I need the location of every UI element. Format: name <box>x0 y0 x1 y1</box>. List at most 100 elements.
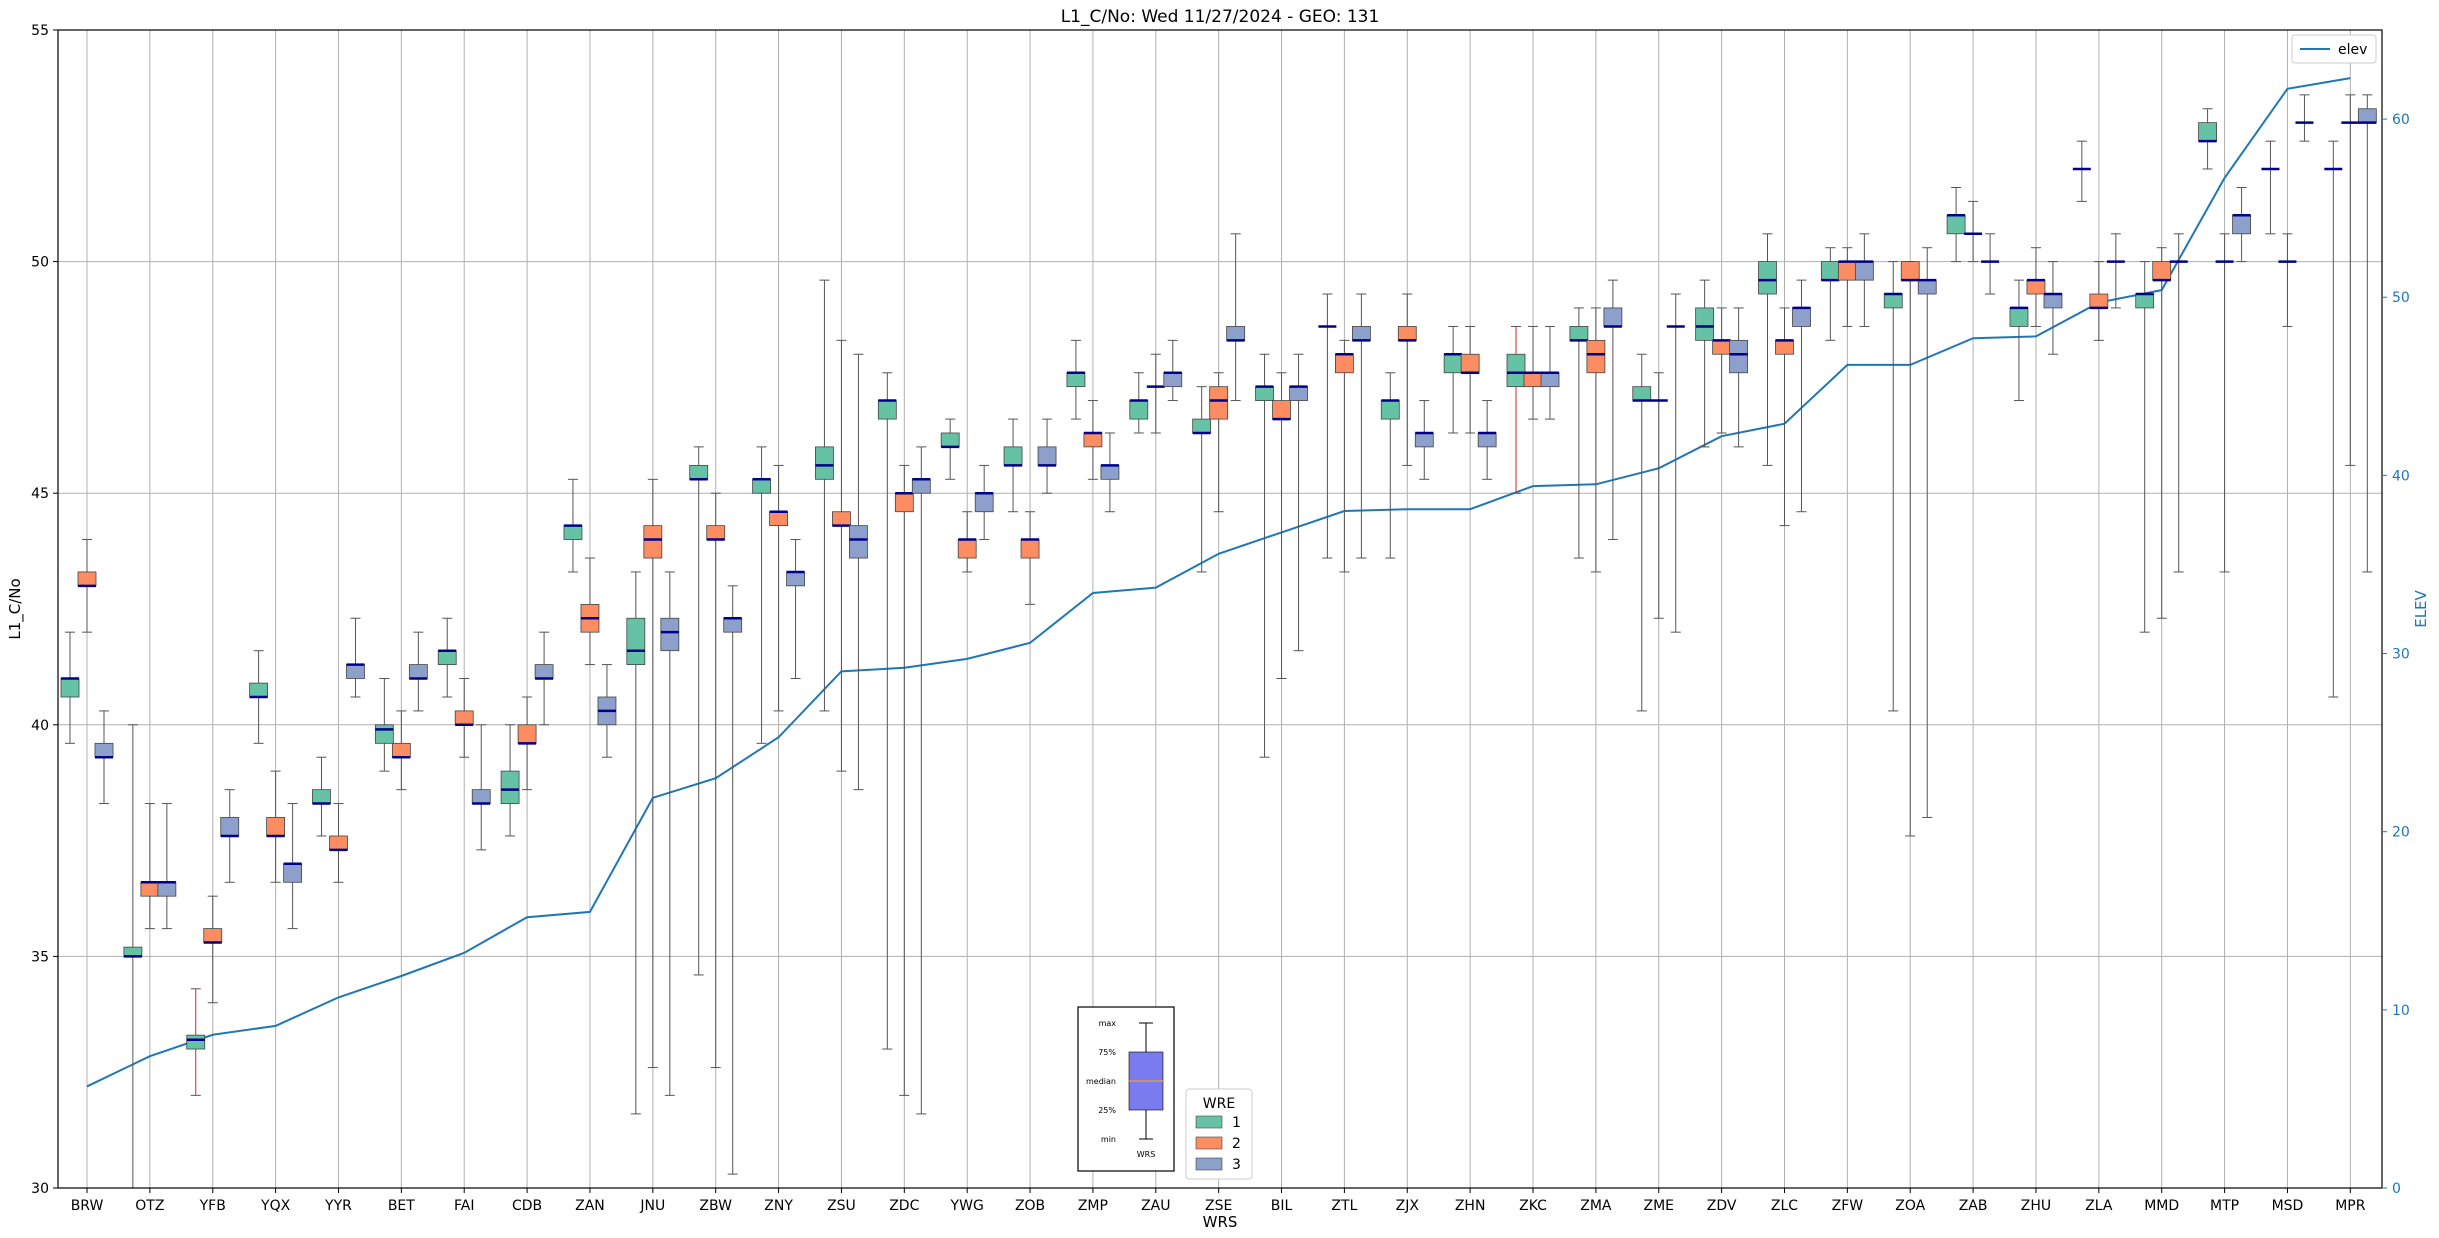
grid-lines <box>58 29 2382 1189</box>
y2-tick-label: 10 <box>2392 1003 2410 1019</box>
x-tick-label: ZJX <box>1396 1198 1420 1214</box>
box-wre1-zhu <box>2009 279 2029 402</box>
box-iqr <box>329 835 348 851</box>
box-iqr <box>1335 353 1354 374</box>
box-wre1-zsu <box>815 279 834 712</box>
box-wre3-zan <box>597 664 617 758</box>
box-wre2-zhn <box>1460 325 1480 434</box>
box-wre2-zkc <box>1523 325 1543 420</box>
elev-line-series <box>86 77 2351 1088</box>
box-iqr <box>2089 293 2109 309</box>
x-tick-label: BRW <box>71 1198 104 1214</box>
key-label: 25% <box>1098 1106 1116 1115</box>
box-iqr <box>1506 353 1526 388</box>
box-wre3-msd <box>2295 94 2314 142</box>
box-wre3-ywg <box>974 464 994 541</box>
box-wre3-bil <box>1289 353 1308 652</box>
box-wre2-yqx <box>266 770 286 883</box>
box-iqr <box>626 617 646 665</box>
box-wre2-cdb <box>517 696 537 791</box>
box-iqr <box>1163 372 1183 388</box>
box-iqr <box>1192 418 1212 434</box>
box-wre1-bet <box>374 677 394 772</box>
box-iqr <box>517 724 537 744</box>
box-iqr <box>1289 386 1308 401</box>
y-tick-label: 50 <box>31 255 49 271</box>
box-iqr <box>2043 293 2063 309</box>
box-wre3-zjx <box>1414 400 1434 480</box>
plot-area-frame <box>57 29 2383 1189</box>
wre-legend-swatch-1 <box>1195 1115 1223 1129</box>
box-iqr <box>1695 307 1715 341</box>
box-wre1-msd <box>2261 140 2280 235</box>
box-iqr <box>1020 539 1040 559</box>
box-iqr <box>157 881 177 897</box>
wre-legend-label-3: 3 <box>1232 1157 1241 1173</box>
x-tick-label: ZMP <box>1078 1198 1108 1214</box>
wre-legend-label-1: 1 <box>1232 1115 1241 1131</box>
box-iqr <box>1569 326 1589 341</box>
box-iqr <box>1003 446 1023 466</box>
box-iqr <box>123 946 143 957</box>
box-iqr <box>1917 279 1937 295</box>
box-iqr <box>1443 353 1463 374</box>
box-wre1-yfb <box>186 988 206 1096</box>
y-axis-label: L1_C/No <box>6 578 25 639</box>
box-wre1-zab <box>1946 186 1966 263</box>
box-iqr <box>2232 214 2251 235</box>
box-wre1-zan <box>563 478 583 573</box>
box-iqr <box>2357 108 2377 124</box>
box-iqr <box>723 617 743 633</box>
box-iqr <box>186 1034 206 1050</box>
box-iqr <box>1129 400 1149 420</box>
box-wre3-jnu <box>660 571 680 1096</box>
box-iqr <box>391 742 411 758</box>
box-iqr <box>1712 339 1732 355</box>
box-wre2-zjx <box>1397 293 1417 466</box>
box-wre2-zmp <box>1083 400 1103 480</box>
box-iqr <box>1586 339 1606 374</box>
box-wre1-ztl <box>1318 293 1337 559</box>
x-tick-label: ZSE <box>1205 1198 1232 1214</box>
box-wre3-mmd <box>2169 233 2188 573</box>
box-iqr <box>1414 432 1434 448</box>
box-wre3-yfb <box>220 789 240 883</box>
box-iqr <box>1380 400 1400 420</box>
box-wre2-zau <box>1146 353 1165 434</box>
box-iqr <box>1209 386 1229 420</box>
box-wre2-msd <box>2278 233 2297 327</box>
y2-tick-label: 20 <box>2392 825 2410 841</box>
x-tick-label: YYR <box>324 1198 352 1214</box>
x-tick-label: ZAB <box>1959 1198 1988 1214</box>
box-iqr <box>877 400 897 420</box>
x-tick-label: ZAU <box>1141 1198 1170 1214</box>
box-wre3-zla <box>2106 233 2125 309</box>
box-iqr <box>1820 261 1840 281</box>
box-wre3-brw <box>94 710 114 805</box>
box-iqr <box>2198 122 2217 142</box>
box-wre3-mpr <box>2357 94 2377 573</box>
box-wre3-yyr <box>346 617 365 698</box>
x-tick-label: CDB <box>512 1198 542 1214</box>
box-wre2-yfb <box>203 895 223 1004</box>
box-iqr <box>1460 353 1480 374</box>
box-iqr <box>1603 307 1623 327</box>
box-wre1-zoa <box>1883 261 1903 712</box>
box-iqr <box>563 525 583 540</box>
box-iqr <box>1729 339 1749 374</box>
box-wre3-zdc <box>911 446 931 1115</box>
box-wre2-zsu <box>832 339 851 772</box>
x-tick-label: MSD <box>2272 1198 2304 1214</box>
x-tick-label: YFB <box>199 1198 226 1214</box>
box-wre1-fai <box>437 617 457 698</box>
box-iqr <box>660 617 680 652</box>
box-wre1-zma <box>1569 307 1589 559</box>
box-wre2-mmd <box>2152 247 2172 619</box>
box-iqr <box>408 664 428 679</box>
box-wre2-zse <box>1209 372 1229 513</box>
x-tick-label: ZFW <box>1832 1198 1864 1214</box>
box-iqr <box>249 682 269 698</box>
box-iqr <box>2152 261 2172 281</box>
x-tick-label: ZMA <box>1580 1198 1612 1214</box>
